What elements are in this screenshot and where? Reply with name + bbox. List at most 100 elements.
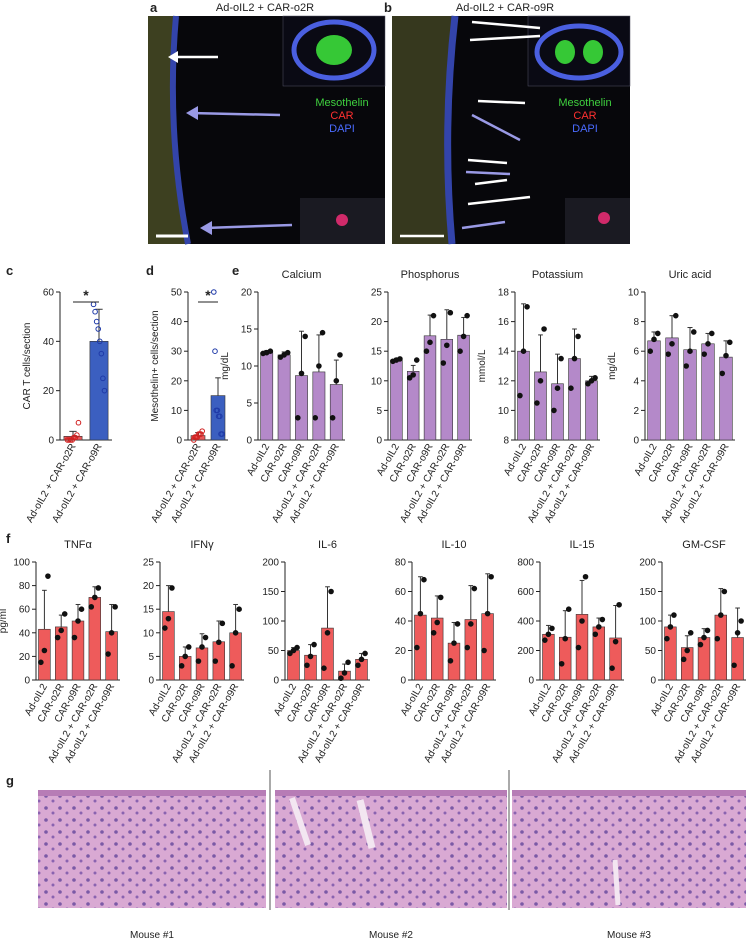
bar	[321, 627, 334, 681]
y-tick-label: 2	[633, 406, 639, 417]
y-tick-label: 20	[171, 376, 183, 387]
y-tick-label: 0	[24, 676, 30, 687]
data-point	[95, 326, 102, 332]
data-point	[524, 304, 530, 310]
data-point	[568, 385, 574, 392]
data-point	[430, 312, 437, 319]
bar	[71, 620, 85, 681]
y-tick-label: 18	[498, 288, 510, 299]
data-point	[199, 428, 205, 434]
data-point	[302, 333, 308, 340]
panel-label: e	[232, 263, 239, 278]
y-tick-label: 200	[517, 646, 534, 657]
data-point	[219, 431, 225, 437]
data-point	[236, 606, 242, 613]
data-point	[421, 576, 427, 583]
data-point	[58, 627, 65, 634]
image-legend-label: CAR	[330, 110, 353, 122]
data-point	[95, 585, 102, 591]
data-point	[558, 355, 564, 362]
data-point	[38, 659, 44, 666]
data-point	[406, 375, 413, 381]
data-point	[680, 656, 687, 663]
data-point	[599, 616, 606, 623]
data-point	[162, 625, 168, 631]
data-point	[683, 363, 690, 369]
y-tick-label: 4	[633, 376, 639, 387]
data-point	[738, 618, 744, 624]
bar	[585, 380, 598, 441]
data-point	[697, 641, 704, 648]
y-tick-label: 10	[171, 406, 183, 417]
data-point	[217, 413, 223, 420]
data-point	[726, 339, 733, 346]
bar	[568, 358, 581, 441]
data-point	[211, 289, 217, 295]
y-tick-label: 0	[148, 676, 154, 687]
data-point	[54, 634, 61, 641]
y-tick-label: 50	[171, 288, 183, 299]
y-tick-label: 8	[503, 436, 509, 447]
bar	[260, 352, 274, 441]
data-point	[105, 651, 111, 657]
data-point	[437, 594, 444, 601]
data-point	[549, 625, 555, 632]
data-point	[460, 333, 467, 340]
data-point	[338, 675, 344, 682]
bar	[407, 371, 420, 441]
data-point	[61, 611, 68, 617]
bar	[195, 647, 209, 681]
data-point	[434, 619, 441, 626]
data-point	[471, 585, 478, 592]
data-point	[669, 341, 675, 347]
data-point	[701, 351, 708, 357]
data-point	[267, 348, 274, 355]
image-title: Ad-oIL2 + CAR-o9R	[456, 2, 554, 14]
y-tick-label: 14	[498, 347, 510, 358]
y-tick-label: 8	[633, 317, 639, 328]
y-axis-label: CAR T cells/section	[22, 323, 33, 410]
y-tick-label: 10	[143, 628, 155, 639]
y-tick-label: 100	[639, 617, 656, 628]
y-tick-label: 20	[143, 581, 155, 592]
histology	[38, 770, 746, 910]
data-point	[714, 635, 721, 642]
y-tick-label: 10	[371, 376, 383, 387]
y-axis-label: mg/dL	[220, 352, 231, 380]
y-tick-label: 40	[395, 617, 407, 628]
data-point	[100, 375, 106, 382]
chart-title: Potassium	[532, 269, 583, 281]
data-point	[654, 330, 661, 337]
data-point	[582, 573, 589, 580]
y-tick-label: 200	[639, 558, 656, 569]
image-legend-label: DAPI	[329, 123, 355, 135]
y-tick-label: 20	[241, 288, 253, 299]
data-point	[358, 656, 365, 663]
y-tick-label: 150	[262, 587, 279, 598]
y-tick-label: 5	[246, 399, 252, 410]
data-point	[579, 618, 585, 624]
data-point	[718, 612, 724, 618]
data-point	[719, 370, 726, 377]
image-title: Ad-oIL2 + CAR-o2R	[216, 2, 314, 14]
data-point	[41, 647, 48, 654]
y-tick-label: 80	[395, 558, 407, 569]
bar	[89, 341, 109, 441]
data-point	[75, 618, 81, 624]
chart-title: IL-10	[441, 539, 466, 551]
data-point	[216, 639, 222, 646]
data-point	[585, 380, 591, 387]
data-point	[481, 647, 487, 654]
data-point	[229, 663, 235, 669]
y-tick-label: 100	[262, 617, 279, 628]
data-point	[74, 432, 80, 438]
data-point	[290, 647, 297, 654]
data-point	[333, 378, 340, 384]
y-tick-label: 400	[517, 617, 534, 628]
data-point	[671, 612, 677, 618]
data-point	[517, 392, 523, 399]
data-point	[355, 662, 361, 669]
significance-label: *	[83, 287, 89, 303]
